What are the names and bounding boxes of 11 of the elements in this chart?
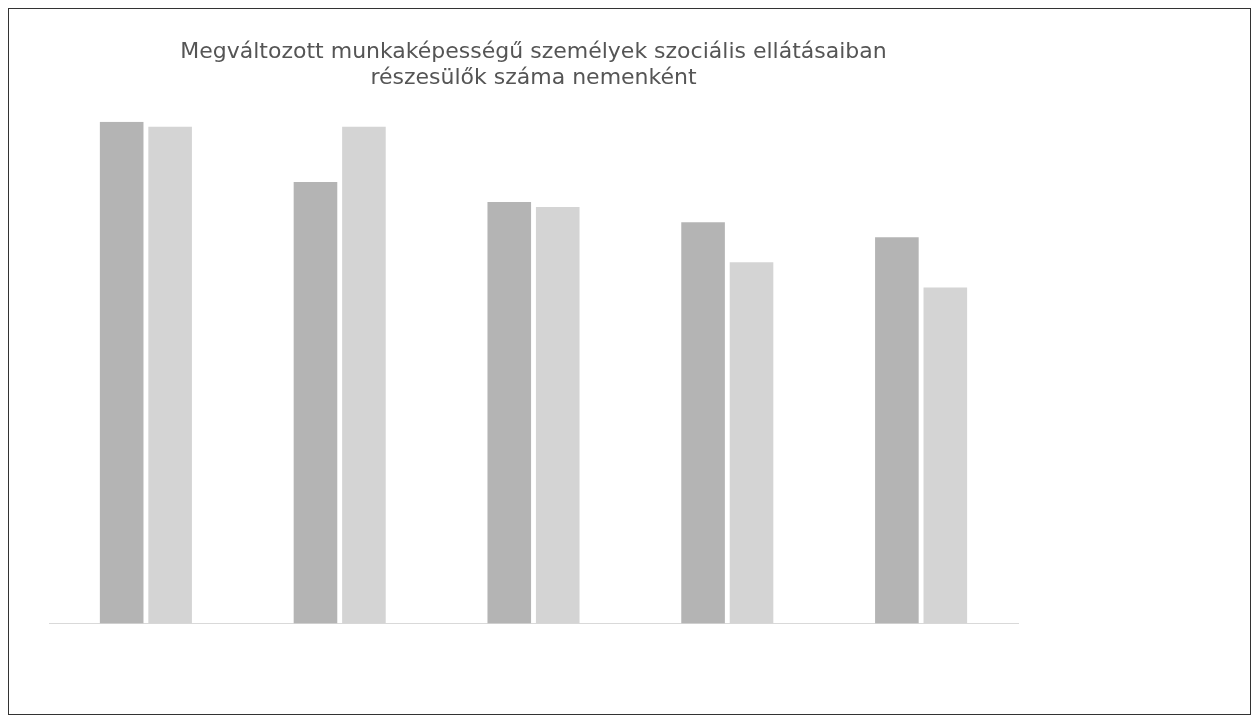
bar bbox=[729, 262, 774, 624]
bar bbox=[148, 126, 192, 624]
bar bbox=[875, 237, 919, 624]
bar bbox=[681, 222, 725, 624]
bar bbox=[293, 182, 338, 624]
bar bbox=[487, 202, 532, 624]
bar bbox=[99, 121, 144, 624]
bar bbox=[923, 287, 968, 624]
bar bbox=[342, 126, 386, 624]
chart-title: Megváltozott munkaképességű személyek szociális ellátásaiban részesülők száma nemenként bbox=[180, 37, 887, 90]
bar bbox=[535, 207, 580, 624]
